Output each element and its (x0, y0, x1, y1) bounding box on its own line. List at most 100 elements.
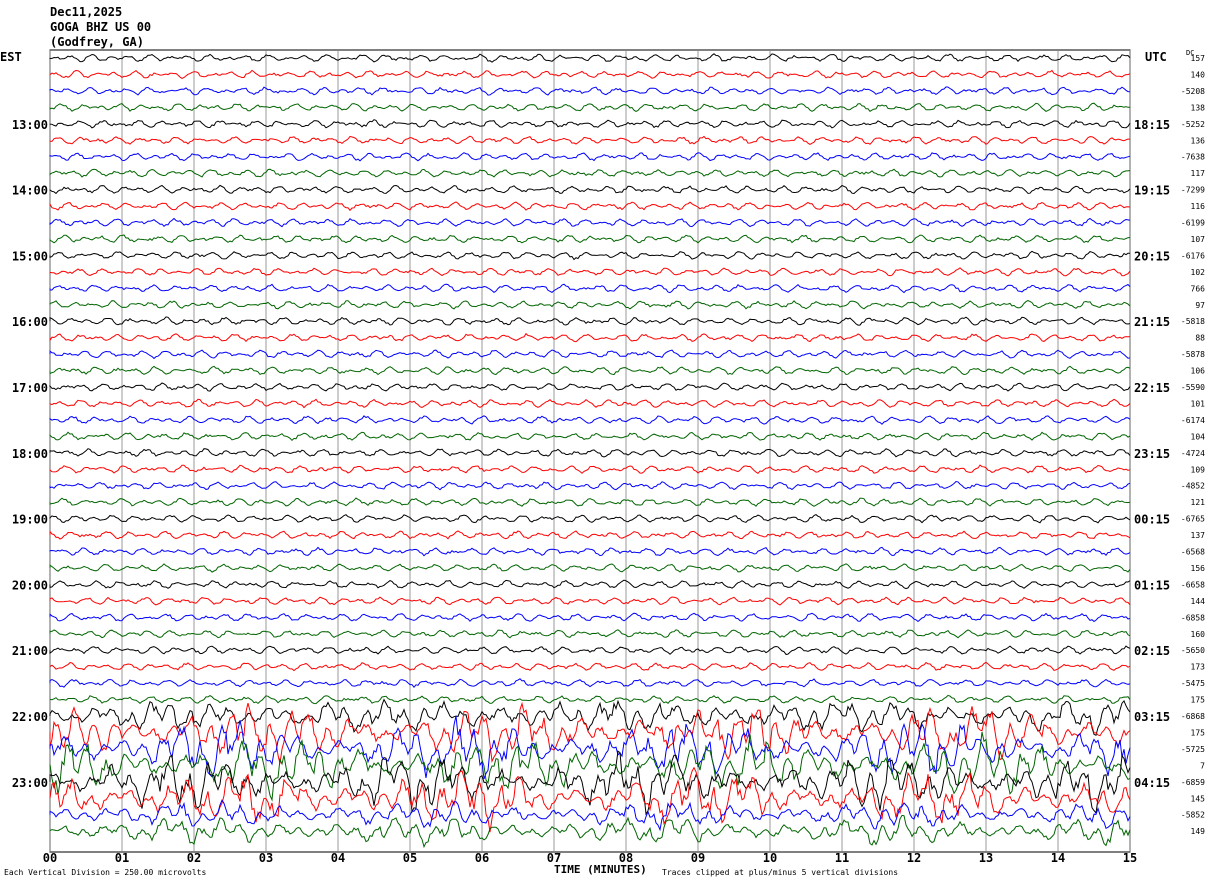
trace-row-25 (49, 464, 1131, 475)
dc-offset-value: -5252 (1181, 120, 1205, 129)
trace-row-1 (49, 69, 1131, 79)
trace-row-29 (49, 530, 1131, 540)
x-axis-title: TIME (MINUTES) (554, 863, 647, 876)
dc-offset-value: 121 (1191, 498, 1206, 507)
x-tick-label: 14 (1051, 851, 1065, 865)
dc-offset-value: 766 (1191, 284, 1206, 293)
trace-row-44 (49, 750, 1131, 816)
dc-offset-value: 175 (1191, 696, 1206, 705)
dc-offset-value: -5475 (1181, 679, 1205, 688)
x-tick-label: 06 (475, 851, 489, 865)
trace-row-30 (49, 546, 1131, 557)
x-tick-label: 04 (331, 851, 345, 865)
est-hour-label: 16:00 (12, 315, 48, 329)
est-hour-label: 19:00 (12, 513, 48, 527)
clip-note: Traces clipped at plus/minus 5 vertical … (662, 868, 899, 877)
trace-row-20 (49, 382, 1131, 392)
trace-row-46 (49, 799, 1131, 832)
utc-hour-label: 21:15 (1134, 315, 1170, 329)
trace-row-5 (49, 135, 1131, 145)
dc-offset-value: -6176 (1181, 251, 1205, 260)
trace-row-33 (49, 596, 1131, 606)
dc-offset-value: -6658 (1181, 580, 1205, 589)
dc-offset-value: 144 (1191, 597, 1206, 606)
utc-hour-label: 18:15 (1134, 118, 1170, 132)
x-tick-label: 01 (115, 851, 129, 865)
dc-offset-value: 109 (1191, 465, 1206, 474)
trace-row-11 (49, 234, 1131, 244)
trace-row-6 (49, 152, 1131, 162)
trace-row-24 (49, 448, 1131, 458)
dc-offset-value: -4724 (1181, 449, 1205, 458)
scale-note: Each Vertical Division = 250.00 microvol… (4, 868, 207, 877)
dc-offset-value: -5650 (1181, 646, 1205, 655)
trace-row-37 (49, 661, 1131, 672)
trace-row-36 (49, 645, 1131, 655)
x-tick-label: 13 (979, 851, 993, 865)
dc-offset-value: -5852 (1181, 811, 1205, 820)
x-tick-label: 15 (1123, 851, 1137, 865)
x-tick-label: 12 (907, 851, 921, 865)
est-hour-label: 13:00 (12, 118, 48, 132)
utc-hour-label: 19:15 (1134, 184, 1170, 198)
utc-hour-label: 20:15 (1134, 249, 1170, 263)
utc-hour-label: 23:15 (1134, 447, 1170, 461)
trace-row-47 (49, 814, 1131, 849)
utc-axis-label: UTC (1145, 50, 1167, 64)
trace-row-18 (49, 349, 1131, 360)
x-tick-label: 02 (187, 851, 201, 865)
dc-offset-value: 140 (1191, 70, 1206, 79)
dc-offset-value: -6858 (1181, 613, 1205, 622)
dc-offset-value: -6868 (1181, 712, 1205, 721)
trace-row-16 (49, 316, 1131, 326)
trace-row-3 (49, 102, 1130, 112)
trace-row-15 (49, 300, 1131, 310)
trace-row-9 (49, 201, 1131, 212)
trace-row-17 (49, 332, 1131, 343)
dc-offset-value: 157 (1191, 54, 1206, 63)
trace-row-10 (49, 217, 1131, 228)
date-label: Dec11,2025 (50, 5, 123, 19)
trace-row-14 (49, 283, 1131, 294)
dc-offset-value: 97 (1195, 301, 1205, 310)
trace-row-22 (49, 415, 1131, 425)
dc-column-label: DC (1186, 49, 1195, 57)
trace-row-19 (49, 365, 1131, 376)
trace-row-45 (49, 766, 1131, 833)
est-hour-label: 17:00 (12, 381, 48, 395)
est-hour-label: 21:00 (12, 644, 48, 658)
est-hour-label: 20:00 (12, 578, 48, 592)
trace-row-32 (49, 579, 1131, 590)
x-tick-label: 08 (619, 851, 633, 865)
trace-row-8 (49, 184, 1131, 195)
utc-hour-label: 01:15 (1134, 578, 1170, 592)
dc-offset-value: 175 (1191, 728, 1206, 737)
trace-row-39 (49, 694, 1131, 705)
dc-offset-value: -6174 (1181, 416, 1205, 425)
trace-row-12 (49, 250, 1131, 261)
trace-row-31 (49, 563, 1131, 573)
dc-offset-value: 136 (1191, 136, 1206, 145)
dc-offset-value: -6199 (1181, 219, 1205, 228)
utc-hour-label: 22:15 (1134, 381, 1170, 395)
trace-row-35 (49, 629, 1131, 639)
x-tick-label: 03 (259, 851, 273, 865)
est-hour-label: 22:00 (12, 710, 48, 724)
dc-offset-value: 101 (1191, 399, 1206, 408)
dc-offset-value: 7 (1200, 761, 1205, 770)
dc-offset-value: 145 (1191, 794, 1206, 803)
dc-offset-value: 149 (1191, 827, 1206, 836)
dc-offset-value: 106 (1191, 367, 1206, 376)
trace-row-43 (49, 731, 1131, 802)
utc-hour-label: 02:15 (1134, 644, 1170, 658)
x-tick-label: 00 (43, 851, 57, 865)
dc-offset-value: -6859 (1181, 778, 1205, 787)
dc-offset-value: -7638 (1181, 153, 1205, 162)
dc-offset-value: 138 (1191, 103, 1206, 112)
utc-hour-label: 04:15 (1134, 776, 1170, 790)
dc-offset-value: -5818 (1181, 317, 1205, 326)
x-tick-label: 09 (691, 851, 705, 865)
trace-row-26 (49, 480, 1131, 491)
dc-offset-value: 88 (1195, 334, 1205, 343)
dc-offset-value: 173 (1191, 663, 1206, 672)
